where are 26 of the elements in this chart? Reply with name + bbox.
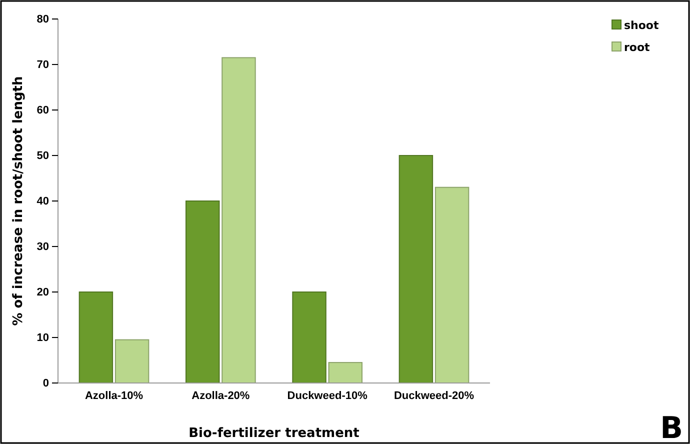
- bar: [434, 186, 470, 384]
- x-tick-label: Duckweed-10%: [287, 390, 368, 402]
- y-tick-label: 70: [36, 59, 49, 72]
- bar: [114, 339, 150, 384]
- legend-label: root: [624, 41, 650, 54]
- bar: [186, 200, 220, 384]
- y-tick-label: 80: [36, 14, 49, 26]
- x-tick-label: Azolla-10%: [84, 390, 144, 402]
- y-tick-label: 30: [36, 241, 49, 254]
- y-tick-label: 50: [36, 150, 49, 162]
- y-tick-label: 0: [42, 378, 49, 390]
- x-tick-label: Azolla-20%: [192, 390, 250, 402]
- bar: [222, 57, 256, 384]
- bar: [78, 292, 114, 384]
- x-axis-title: Bio-fertilizer treatment: [188, 426, 360, 441]
- legend-label: shoot: [624, 19, 659, 32]
- y-tick-label: 10: [36, 332, 49, 344]
- bar: [398, 155, 434, 384]
- bar: [328, 362, 362, 384]
- bar: [292, 292, 326, 384]
- y-tick-label: 20: [36, 286, 49, 299]
- x-tick-label: Duckweed-20%: [394, 390, 474, 402]
- y-tick-label: 40: [36, 196, 49, 208]
- y-axis-title: % of increase in root/shoot length: [11, 76, 26, 326]
- text: B: [660, 411, 683, 444]
- y-tick-label: 60: [36, 104, 49, 117]
